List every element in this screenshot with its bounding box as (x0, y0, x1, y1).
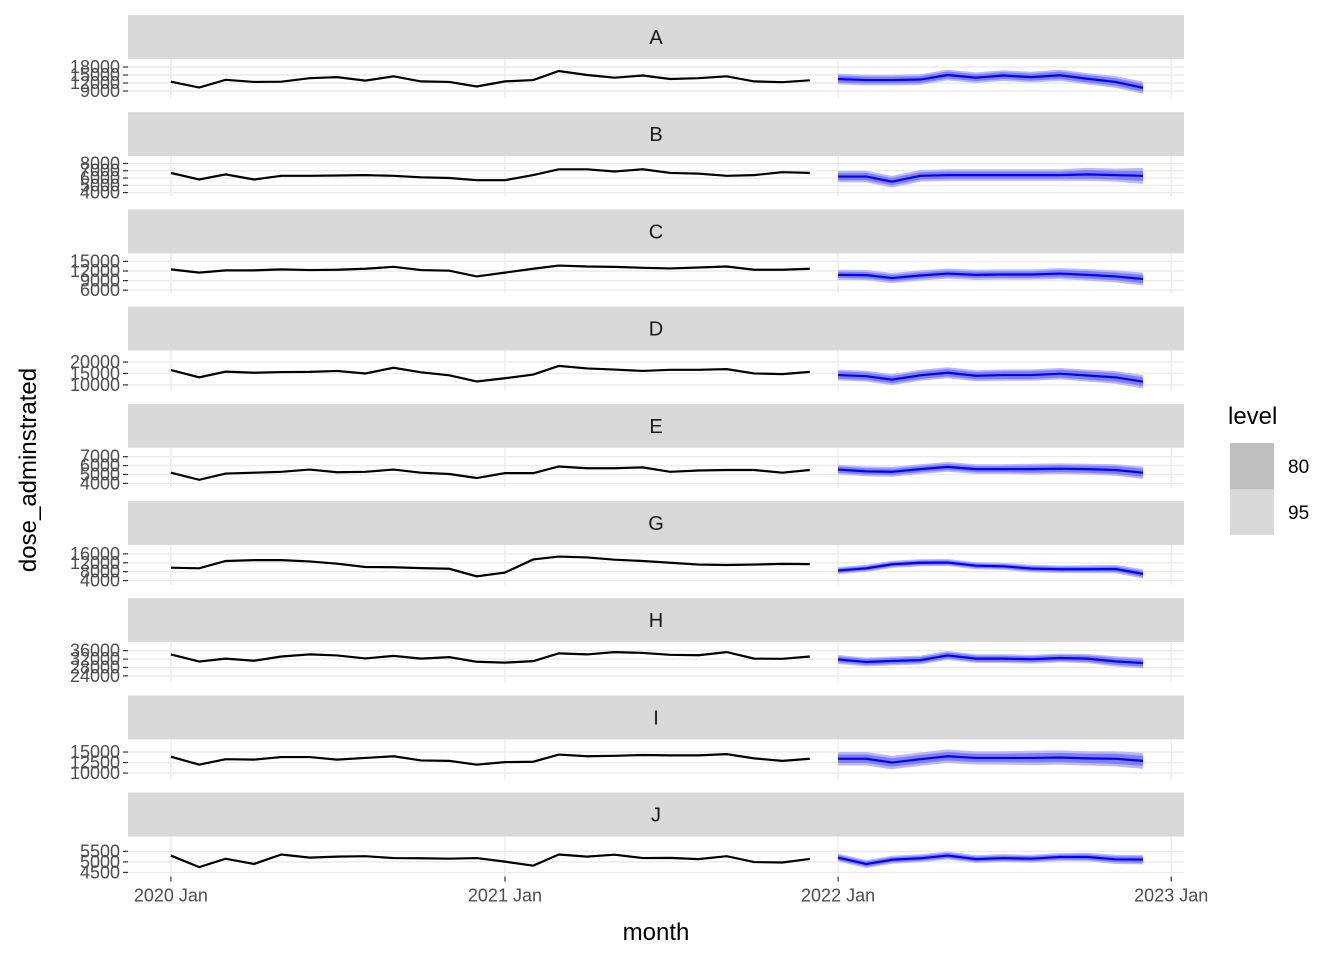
legend-key (1230, 443, 1274, 489)
y-tick-label: 12500 (70, 753, 120, 773)
legend: level 80 95 (1228, 403, 1309, 535)
y-tick-label: 16000 (70, 544, 120, 564)
history-line (170, 168, 810, 182)
y-tick-label: 15000 (70, 742, 120, 762)
y-tick-label: 24000 (70, 666, 120, 686)
history-line (170, 465, 810, 481)
history-line (170, 853, 810, 869)
forecast-line (838, 371, 1144, 383)
history-line (170, 69, 810, 89)
forecast-line (838, 272, 1144, 281)
y-tick-label: 5000 (80, 852, 120, 872)
facet-label: B (649, 124, 662, 146)
facet-label: E (649, 416, 662, 438)
history-line (170, 264, 810, 278)
y-tick-label: 4000 (80, 571, 120, 591)
y-tick-label: 12000 (70, 73, 120, 93)
facet-label: A (649, 27, 663, 49)
y-tick-label: 6000 (80, 280, 120, 300)
y-tick-label: 32000 (70, 649, 120, 669)
y-tick-label: 5500 (80, 841, 120, 861)
forecast-line (838, 173, 1143, 183)
band-80 (838, 560, 1143, 577)
facet-label: H (649, 610, 663, 632)
y-tick-label: 15000 (70, 65, 120, 85)
history-line (170, 650, 810, 664)
y-tick-label: 12000 (70, 553, 120, 573)
facet-label: J (651, 805, 661, 827)
facet-strip (128, 695, 1184, 740)
legend-title: level (1228, 403, 1277, 430)
forecast-line (837, 561, 1144, 575)
forecast-line (838, 465, 1144, 474)
y-tick-label: 10000 (70, 375, 120, 395)
y-tick-label: 4500 (80, 862, 120, 882)
forecast-line (838, 73, 1144, 89)
y-tick-label: 4000 (80, 473, 120, 493)
y-tick-label: 8000 (80, 153, 120, 173)
y-tick-label: 28000 (70, 657, 120, 677)
y-tick-label: 10000 (70, 763, 120, 783)
y-tick-label: 8000 (80, 562, 120, 582)
facet-strip (128, 501, 1184, 545)
x-tick-label: 2020 Jan (134, 886, 208, 906)
facet-strip (128, 792, 1184, 837)
facet-strip (128, 306, 1184, 351)
y-axis-label: dose_adminstrated (15, 368, 42, 572)
y-tick-label: 15000 (70, 251, 120, 271)
facet-label: D (649, 319, 663, 341)
facet-strip (128, 15, 1184, 59)
y-tick-label: 7000 (80, 447, 120, 467)
y-tick-label: 9000 (80, 271, 120, 291)
band-80 (838, 463, 1143, 477)
y-tick-label: 7000 (80, 161, 120, 181)
y-tick-label: 36000 (70, 641, 120, 661)
history-line (170, 364, 810, 383)
y-tick-label: 6000 (80, 168, 120, 188)
legend-key (1230, 489, 1274, 535)
y-tick-label: 6000 (80, 456, 120, 476)
x-axis-label: month (623, 919, 690, 946)
facet-label: I (653, 707, 659, 729)
history-line (170, 753, 810, 766)
facet-label: C (649, 221, 663, 243)
x-tick-label: 2021 Jan (468, 886, 542, 906)
history-line (170, 555, 810, 578)
legend-label: 80 (1288, 457, 1309, 478)
facet-strip (128, 598, 1184, 643)
y-tick-label: 5000 (80, 464, 120, 484)
x-tick-label: 2023 Jan (1134, 886, 1208, 906)
forecast-line (837, 854, 1143, 866)
band-80 (838, 752, 1143, 767)
facet-strip (128, 209, 1184, 254)
y-tick-label: 12000 (70, 261, 120, 281)
y-tick-label: 9000 (80, 81, 120, 101)
y-tick-label: 4000 (80, 183, 120, 203)
forecast-line (837, 654, 1143, 665)
forecast-line (838, 755, 1144, 764)
y-tick-label: 20000 (70, 352, 120, 372)
y-tick-label: 15000 (70, 363, 120, 383)
facet-strip (128, 112, 1184, 157)
x-tick-label: 2022 Jan (801, 886, 875, 906)
facet-label: G (648, 513, 664, 535)
y-tick-label: 18000 (70, 57, 120, 77)
legend-label: 95 (1288, 503, 1309, 524)
y-tick-label: 5000 (80, 175, 120, 195)
facet-strip (128, 403, 1184, 448)
